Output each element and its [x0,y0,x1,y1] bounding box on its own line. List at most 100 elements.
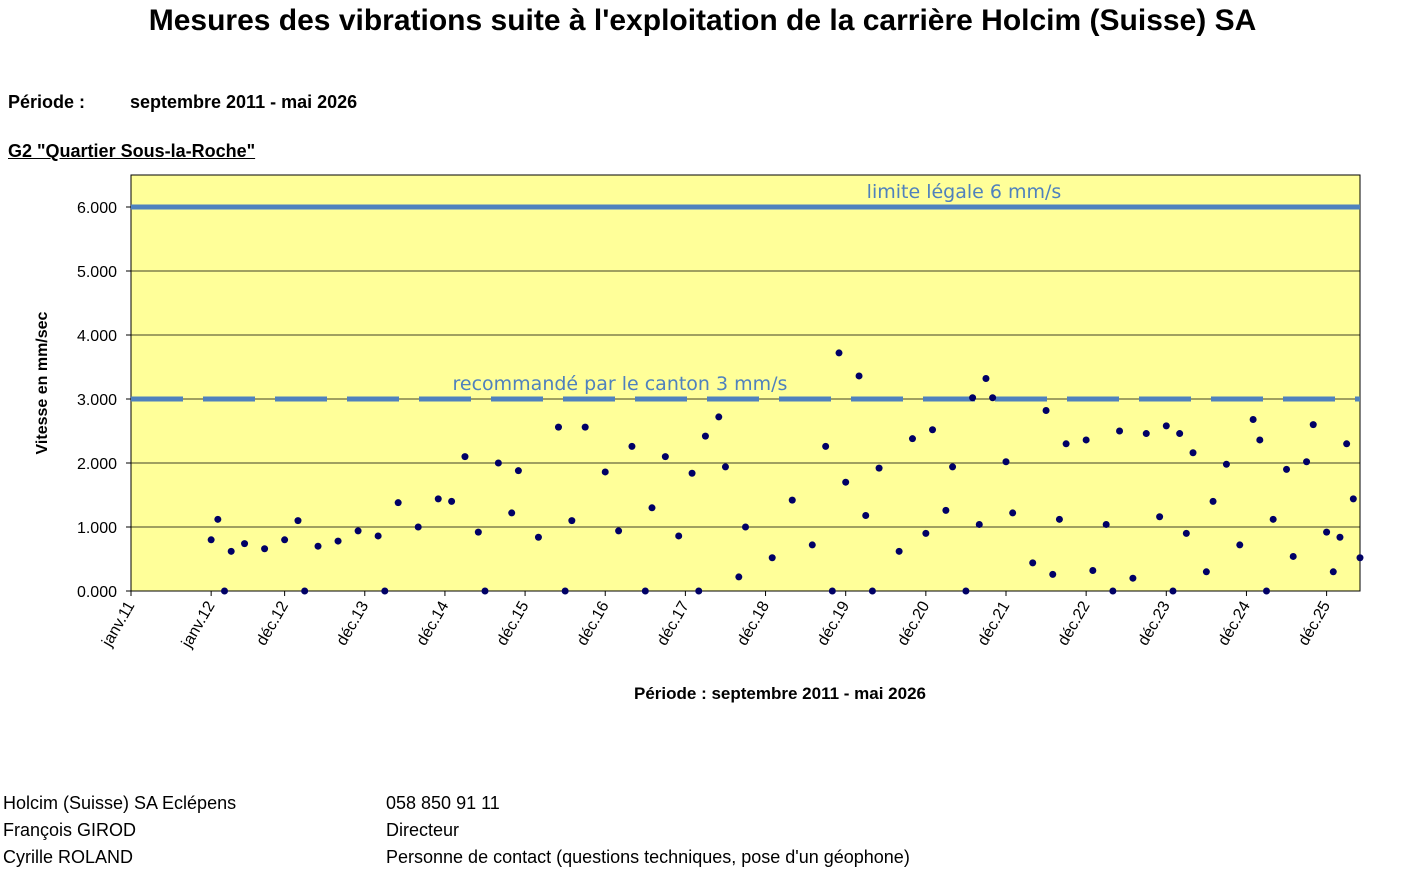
page-title: Mesures des vibrations suite à l'exploit… [148,4,1257,37]
data-point [1169,587,1177,595]
data-point [1049,570,1057,578]
data-point [695,587,703,595]
x-tick-label: déc.23 [1135,598,1174,648]
data-point [942,506,950,514]
data-point [701,432,709,440]
x-axis: janv.11 janv.12 déc.12 déc.13 déc.14 déc.15 dé… [99,591,1334,652]
data-point [648,504,656,512]
data-point [721,463,729,471]
data-point [1256,436,1264,444]
data-point [661,453,669,461]
data-point [862,511,870,519]
period-value: septembre 2011 - mai 2026 [130,92,358,112]
period-label: Période : [8,92,86,112]
data-point [1055,515,1063,523]
footer-director-role: Directeur [386,820,460,840]
data-point [554,423,562,431]
data-point [989,394,997,402]
data-point [301,587,309,595]
data-point [241,540,249,548]
data-point [214,515,222,523]
data-point [1356,554,1364,562]
data-point [1142,430,1150,438]
data-point [1209,497,1217,505]
data-point [875,464,883,472]
y-tick-label: 0.000 [77,584,117,601]
data-point [414,523,422,531]
x-tick-label: déc.19 [814,598,853,648]
data-point [641,587,649,595]
y-tick-label: 2.000 [77,456,117,473]
vibration-scatter-chart: 0.000 1.000 2.000 3.000 4.000 5.000 6.000 janv… [34,174,1364,703]
data-point [261,545,269,553]
data-point [855,372,863,380]
x-tick-label: janv.12 [178,598,218,651]
data-point [768,554,776,562]
data-point [434,495,442,503]
data-point [895,547,903,555]
data-point [1116,427,1124,435]
data-point [334,537,342,545]
footer-phone: 058 850 91 11 [386,793,500,813]
data-point [1002,458,1010,466]
data-point [514,467,522,475]
data-point [1323,528,1331,536]
data-point [788,496,796,504]
data-point [1336,533,1344,541]
data-point [474,528,482,536]
data-point [922,529,930,537]
footer-contact-role: Personne de contact (questions technique… [386,847,910,867]
data-points [207,349,1364,595]
station-label: G2 "Quartier Sous-la-Roche" [8,141,256,161]
data-point [1156,513,1164,521]
data-point [1249,415,1257,423]
data-point [1283,465,1291,473]
data-point [1222,460,1230,468]
y-axis-label: Vitesse en mm/sec [34,311,51,454]
data-point [735,573,743,581]
x-tick-label: déc.22 [1055,598,1094,648]
x-tick-label: déc.20 [895,598,934,648]
data-point [381,587,389,595]
data-point [227,547,235,555]
x-tick-label: déc.13 [333,598,372,648]
footer-director-name: François GIROD [3,820,137,840]
data-point [561,587,569,595]
y-tick-label: 3.000 [77,392,117,409]
data-point [1262,587,1270,595]
data-point [868,587,876,595]
data-point [615,527,623,535]
data-point [1329,568,1337,576]
footer-contact-name: Cyrille ROLAND [3,847,134,867]
x-tick-label: déc.18 [734,598,773,648]
data-point [1182,529,1190,537]
legal-limit-label: limite légale 6 mm/s [867,181,1062,203]
data-point [962,587,970,595]
data-point [1289,552,1297,560]
y-tick-label: 5.000 [77,264,117,281]
data-point [1189,449,1197,457]
data-point [1042,407,1050,415]
data-point [1176,430,1184,438]
y-tick-label: 4.000 [77,328,117,345]
data-point [207,536,215,544]
data-point [842,478,850,486]
data-point [1009,509,1017,517]
reference-lines: limite légale 6 mm/s recommandé par le ca… [131,181,1360,402]
footer-company: Holcim (Suisse) SA Eclépens [3,793,237,813]
x-axis-label: Période : septembre 2011 - mai 2026 [634,684,926,703]
data-point [1102,520,1110,528]
data-point [742,523,749,531]
data-point [908,435,916,443]
data-point [1162,422,1170,430]
data-point [221,587,229,595]
data-point [975,520,983,528]
data-point [1062,440,1070,448]
data-point [394,499,402,507]
x-tick-label: déc.17 [654,598,693,648]
data-point [1202,568,1210,576]
data-point [1109,587,1117,595]
data-point [374,532,382,540]
recommended-limit-label: recommandé par le canton 3 mm/s [453,373,788,395]
y-tick-label: 6.000 [77,200,117,217]
